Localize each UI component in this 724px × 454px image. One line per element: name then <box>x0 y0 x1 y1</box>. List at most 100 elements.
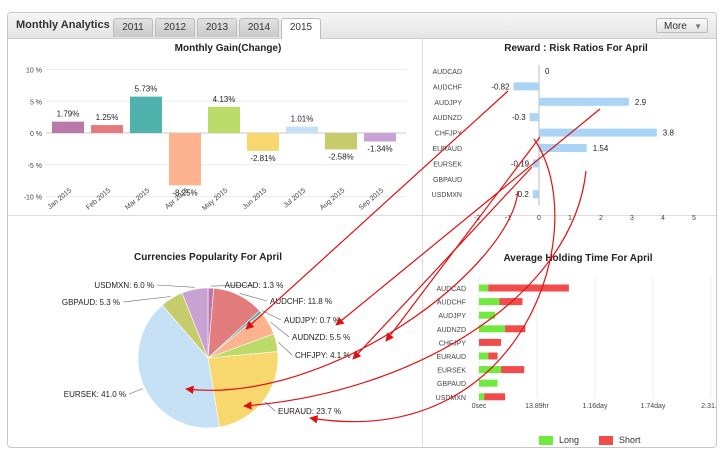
gain-value-label: -8.25% <box>172 188 197 197</box>
gain-value-label: 1.01% <box>291 115 314 124</box>
hold-category-label: AUDJPY <box>438 313 466 320</box>
gain-value-label: 1.79% <box>57 110 80 119</box>
chevron-down-icon: ▼ <box>694 22 702 31</box>
gain-ytick-label: 5 % <box>30 99 42 106</box>
currencies-popularity-title: Currencies Popularity For April <box>134 252 282 263</box>
hold-bar-long <box>479 311 496 319</box>
monthly-analytics-widget: Monthly Analytics 2011 2012 2013 2014 20… <box>7 12 717 448</box>
rr-category-label: GBPAUD <box>433 177 462 184</box>
rr-value-label: 3.8 <box>663 129 675 138</box>
gain-ytick-label: 0 % <box>30 131 42 138</box>
annotation-arrow <box>385 136 541 342</box>
rr-xtick-label: -2 <box>474 215 480 222</box>
rr-xtick-label: 0 <box>537 215 541 222</box>
pie-slice <box>137 304 220 429</box>
legend-short: Short <box>619 435 641 445</box>
hold-bar-long <box>479 298 500 306</box>
pie-leader-line <box>210 284 255 287</box>
hold-bar-short <box>501 366 525 374</box>
tab-2013[interactable]: 2013 <box>197 18 237 37</box>
pie-label: AUDJPY: 0.7 % <box>284 316 340 325</box>
annotation-arrow <box>243 170 587 410</box>
hold-bar-short <box>479 338 502 346</box>
rr-category-label: USDMXN <box>432 192 462 199</box>
reward-risk-chart: -2 -1 0 1 2 3 4 5 AUDCAD 0 AUDCHF -0.82 AUDJPY 2.9 AUD… <box>432 65 696 222</box>
rr-bar <box>533 159 539 168</box>
gain-bar <box>325 133 357 150</box>
annotation-arrow <box>352 166 533 360</box>
annotation-arrows <box>185 90 601 424</box>
gain-value-label: 5.73% <box>135 85 158 94</box>
pie-label: CHFJPY: 4.1 % <box>295 351 351 360</box>
rr-category-label: CHFJPY <box>435 131 463 138</box>
rr-bar <box>532 190 539 199</box>
pie-leader-line <box>270 321 290 338</box>
rr-value-label: 2.9 <box>635 98 647 107</box>
rr-bar <box>539 97 629 106</box>
hold-bar-short <box>488 352 498 360</box>
hold-xtick-label: 1.74day <box>641 403 666 410</box>
pie-label: AUDNZD: 5.5 % <box>292 333 350 342</box>
hold-xtick-label: 0sec <box>472 403 487 410</box>
short-swatch <box>599 435 614 445</box>
hold-bar-long <box>479 393 485 401</box>
hold-xtick-label: 13.89hr <box>525 403 549 410</box>
rr-xtick-label: 5 <box>692 215 696 222</box>
tab-2014[interactable]: 2014 <box>239 18 279 37</box>
gain-bar <box>130 96 162 133</box>
hold-category-label: AUDNZD <box>437 327 466 334</box>
gain-value-label: -2.81% <box>250 154 275 163</box>
gain-bar <box>364 133 396 142</box>
annotation-arrow <box>309 138 556 424</box>
pie-label: EURSEK: 41.0 % <box>64 390 126 399</box>
rr-category-label: AUDJPY <box>434 100 462 107</box>
pie-slice <box>207 351 279 428</box>
rr-category-label: AUDCAD <box>432 69 462 76</box>
hold-xtick-label: 2.31... <box>701 403 717 410</box>
tab-2012[interactable]: 2012 <box>155 18 195 37</box>
rr-bar <box>539 144 587 152</box>
annotation-arrow <box>335 108 601 326</box>
rr-bar <box>513 82 539 91</box>
gain-ytick-label: -5 % <box>28 163 42 170</box>
hold-bar-long <box>479 379 498 387</box>
hold-bar-short <box>484 393 506 401</box>
tab-2015[interactable]: 2015 <box>281 18 321 39</box>
pie-label: GBPAUD: 5.3 % <box>62 298 120 307</box>
hold-bar-long <box>479 325 506 333</box>
gain-value-label: -2.58% <box>328 152 353 161</box>
gain-bar <box>286 126 318 133</box>
panel-divider-vertical <box>422 39 423 447</box>
panel-divider-horizontal <box>8 215 716 216</box>
rr-xtick-label: 1 <box>568 215 572 222</box>
rr-xtick-label: 4 <box>661 215 665 222</box>
annotation-arrow <box>245 90 509 330</box>
gain-bar <box>247 133 279 151</box>
rr-bar <box>529 113 539 122</box>
currencies-pie-chart: AUDCAD: 1.3 % AUDCHF: 11.8 % AUDJPY: 0.7 %… <box>62 281 351 429</box>
pie-leader-line <box>278 341 293 356</box>
rr-value-label: 1.54 <box>593 144 609 153</box>
rr-value-label: 0 <box>545 67 550 76</box>
long-swatch <box>539 435 553 445</box>
hold-category-label: EURAUD <box>436 354 466 361</box>
more-dropdown-button[interactable]: More ▼ <box>656 18 708 33</box>
pie-label: AUDCAD: 1.3 % <box>225 281 284 290</box>
year-tabs: 2011 2012 2013 2014 2015 <box>113 18 321 39</box>
rr-bar <box>539 128 657 137</box>
pie-label: USDMXN: 6.0 % <box>94 281 154 290</box>
pie-leader-line <box>239 293 268 302</box>
rr-category-label: EURAUD <box>432 146 462 153</box>
gain-value-label: 4.13% <box>213 95 236 104</box>
rr-xtick-label: 2 <box>599 215 603 222</box>
widget-header: Monthly Analytics 2011 2012 2013 2014 20… <box>8 13 716 39</box>
tab-2011[interactable]: 2011 <box>113 18 153 37</box>
gain-value-label: 1.25% <box>96 113 119 122</box>
hold-bar-short <box>505 325 526 333</box>
hold-xtick-label: 1.16day <box>583 403 608 410</box>
gain-value-label: -1.34% <box>367 145 392 154</box>
holding-time-legend: Long Short <box>539 435 641 445</box>
widget-title: Monthly Analytics <box>16 19 110 31</box>
monthly-gain-chart: 10 %5 %0 %-5 %-10 %1.79%Jan 20151.25%Feb… <box>24 68 406 212</box>
gain-bar <box>52 121 84 133</box>
